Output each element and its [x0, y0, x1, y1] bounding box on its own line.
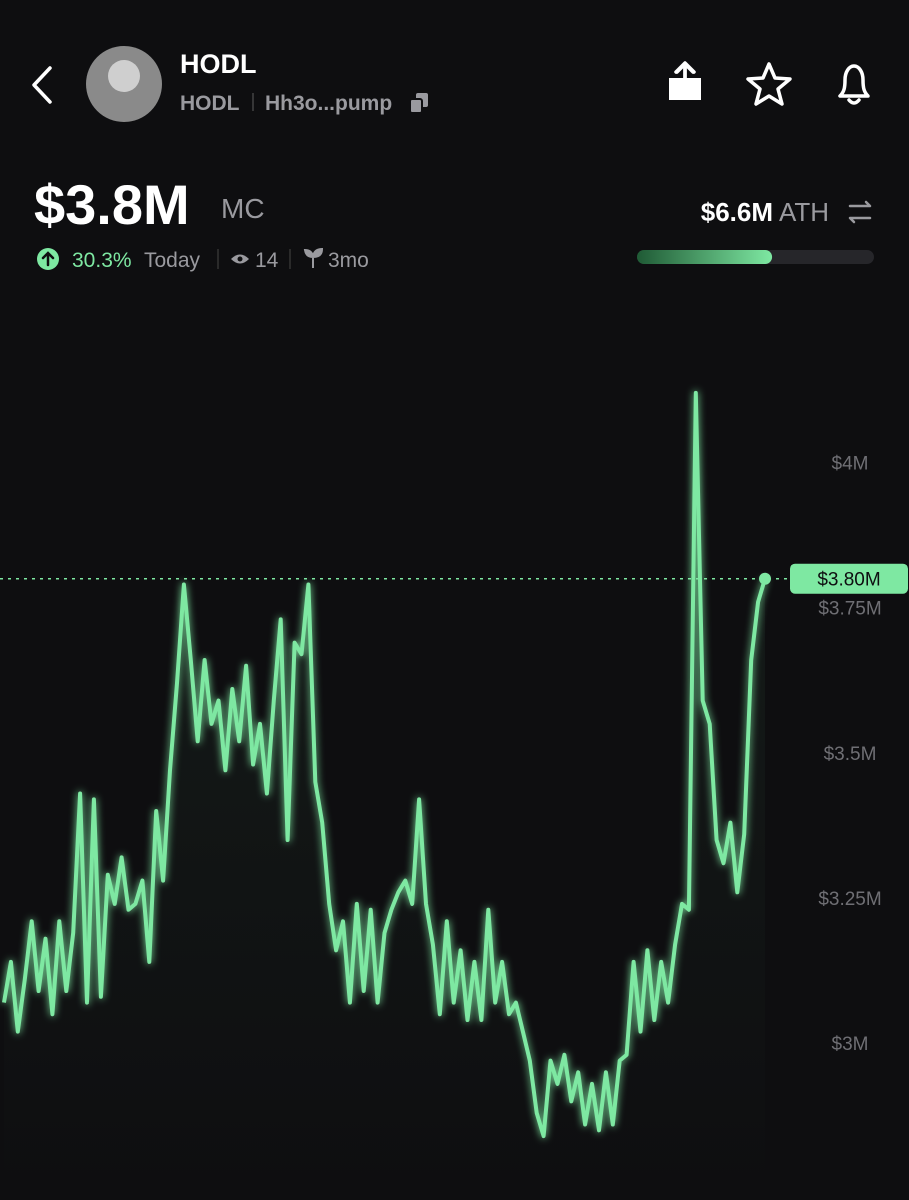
share-button[interactable]	[669, 61, 701, 100]
token-ticker: HODL	[180, 92, 240, 115]
y-tick-label: $3.75M	[818, 599, 881, 620]
ath-value: $6.6M	[701, 197, 773, 227]
views: 14	[255, 249, 279, 272]
area	[4, 392, 765, 1200]
y-tick-label: $3M	[832, 1034, 869, 1055]
change: 30.3%	[72, 249, 132, 272]
token-name: HODL	[180, 49, 257, 79]
current-price-dot	[759, 572, 771, 585]
notify-button[interactable]	[838, 64, 870, 105]
market-cap: $3.8M	[34, 173, 190, 236]
back-button[interactable]	[32, 66, 52, 104]
token-address[interactable]: Hh3o...pump	[265, 92, 392, 115]
ath-progress	[637, 250, 773, 264]
period: Today	[144, 249, 201, 272]
age: 3mo	[328, 249, 369, 272]
eye-icon	[231, 254, 249, 264]
y-tick-label: $3.5M	[824, 744, 877, 765]
ath-label: ATH	[779, 197, 829, 227]
copy-icon[interactable]	[409, 93, 428, 114]
y-tick-label: $3.25M	[818, 889, 881, 910]
current-price-badge	[790, 563, 908, 594]
swap-button[interactable]	[848, 200, 872, 224]
chart: $3M $3.25M $3.5M $3.75M $4M $3.80M	[0, 390, 908, 1200]
avatar-face	[108, 60, 140, 92]
market-cap-label: MC	[221, 193, 265, 224]
y-tick-label: $4M	[832, 454, 869, 475]
current-price-label: $3.80M	[817, 570, 880, 591]
up-arrow	[41, 251, 55, 267]
sprout-icon	[303, 247, 324, 268]
favorite-button[interactable]	[746, 62, 792, 106]
price-line	[2, 390, 767, 1139]
